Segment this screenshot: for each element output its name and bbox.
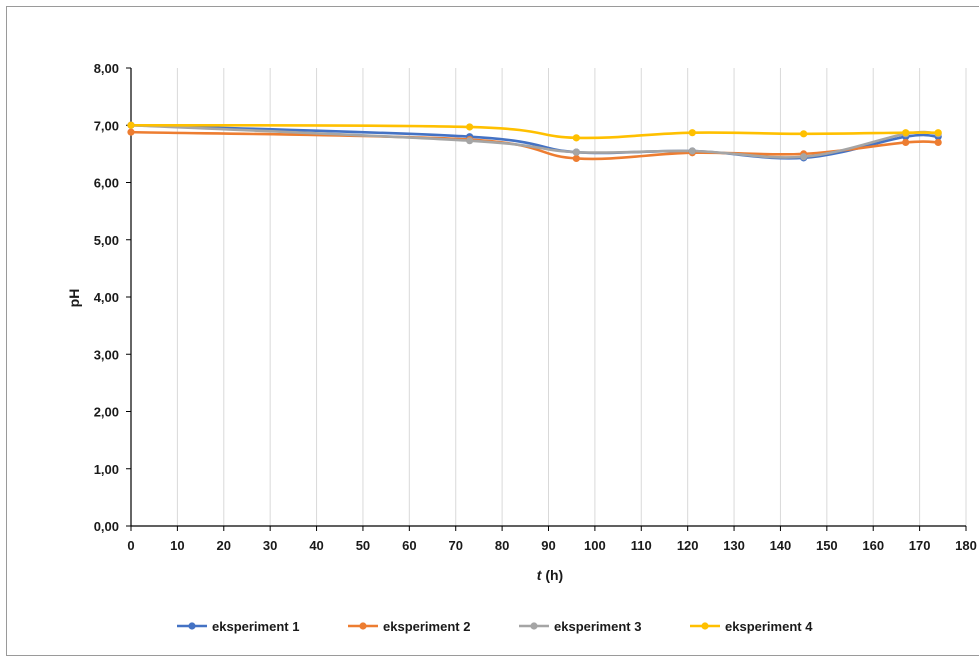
x-tick-label: 90	[541, 538, 555, 553]
legend-marker-1	[188, 622, 196, 630]
x-tick-label: 0	[127, 538, 134, 553]
x-tick-label: 150	[816, 538, 838, 553]
x-tick-label: 100	[584, 538, 606, 553]
data-point-series-4	[934, 129, 942, 137]
x-tick-label: 80	[495, 538, 509, 553]
x-tick-label: 110	[631, 538, 652, 553]
data-point-series-4	[572, 134, 580, 142]
y-tick-label: 4,00	[94, 290, 119, 305]
x-tick-label: 10	[170, 538, 184, 553]
y-tick-label: 3,00	[94, 347, 119, 362]
legend-marker-3	[530, 622, 538, 630]
data-point-series-3	[572, 148, 580, 156]
series-line-4	[129, 123, 940, 140]
data-point-series-2	[572, 154, 580, 163]
legend-label-4: eksperiment 4	[725, 619, 813, 634]
legend: eksperiment 1 eksperiment 2 eksperiment 3 e…	[177, 619, 813, 634]
legend-marker-2	[359, 622, 367, 630]
legend-label-1: eksperiment 1	[212, 619, 299, 634]
series-lines	[129, 123, 940, 161]
x-tick-label: 160	[862, 538, 884, 553]
series-line-3	[129, 123, 940, 159]
y-tick-label: 7,00	[94, 118, 119, 133]
y-tick-labels: 0,00 1,00 2,00 3,00 4,00 5,00 6,00 7,00 8,00	[94, 61, 119, 534]
x-tick-label: 140	[770, 538, 792, 553]
x-tick-label: 20	[217, 538, 231, 553]
data-point-series-2	[902, 138, 910, 147]
x-tick-label: 120	[677, 538, 699, 553]
x-axis-title-variable: t	[537, 567, 543, 583]
x-tick-label: 30	[263, 538, 277, 553]
data-point-series-4	[127, 121, 135, 129]
x-tick-label: 40	[309, 538, 323, 553]
data-point-series-4	[800, 130, 808, 138]
data-point-series-2	[934, 138, 942, 147]
legend-label-2: eksperiment 2	[383, 619, 470, 634]
y-tick-label: 8,00	[94, 61, 119, 76]
y-tick-label: 0,00	[94, 519, 119, 534]
axes	[126, 67, 967, 531]
data-point-series-4	[902, 129, 910, 137]
x-tick-labels: 0 10 20 30 40 50 60 70 80 90 100 110 120 130 140 150 160…	[127, 538, 976, 553]
y-tick-label: 2,00	[94, 405, 119, 420]
y-axis-title: pH	[66, 289, 82, 308]
chart-frame	[6, 6, 979, 656]
x-tick-label: 50	[356, 538, 370, 553]
x-axis-title-unit: (h)	[541, 567, 563, 583]
data-point-series-3	[688, 147, 696, 155]
legend-label-3: eksperiment 3	[554, 619, 641, 634]
y-tick-label: 6,00	[94, 176, 119, 191]
x-tick-label: 180	[955, 538, 977, 553]
x-tick-label: 60	[402, 538, 416, 553]
y-tick-label: 1,00	[94, 462, 119, 477]
legend-marker-4	[701, 622, 709, 630]
data-point-series-4	[466, 123, 474, 131]
x-tick-label: 70	[448, 538, 462, 553]
y-tick-label: 5,00	[94, 233, 119, 248]
series-markers	[127, 121, 942, 163]
data-point-series-4	[688, 129, 696, 137]
x-tick-label: 170	[909, 538, 931, 553]
data-point-series-2	[127, 128, 135, 136]
data-point-series-3	[466, 137, 474, 145]
x-axis-title: t (h)	[537, 567, 563, 583]
x-tick-label: 130	[723, 538, 745, 553]
data-point-series-3	[800, 153, 808, 161]
